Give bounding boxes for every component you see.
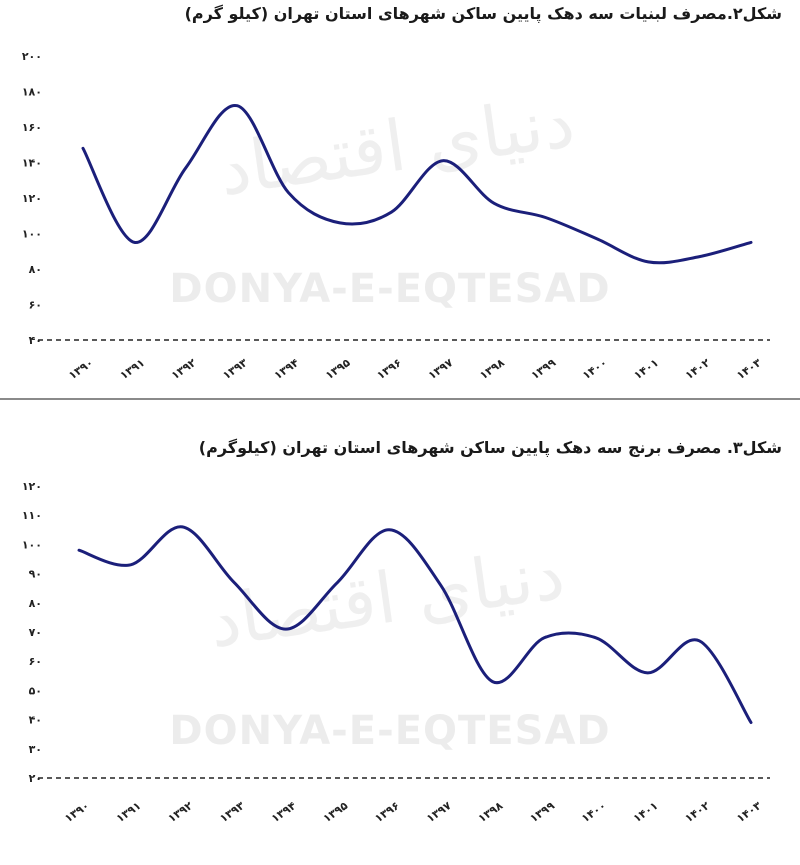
y-tick-label: ۱۱۰ xyxy=(22,509,42,522)
x-tick-label: ۱۴۰۲ xyxy=(683,799,713,825)
x-tick-label: ۱۴۰۱ xyxy=(631,356,660,382)
y-tick-label: ۱۶۰ xyxy=(22,121,42,134)
y-tick-label: ۱۲۰ xyxy=(22,480,42,493)
rice-chart: دنیای اقتصاد DONYA-E-EQTESAD ۲۰ ۳۰ ۴۰ ۵۰ ۶۰ ۷۰ ۸… xyxy=(22,480,770,825)
section-divider xyxy=(0,398,800,400)
x-tick-label: ۱۳۹۱ xyxy=(114,799,143,825)
x-tick-label: ۱۳۹۰ xyxy=(62,799,91,825)
rice-chart-panel: شکل۳. مصرف برنج سه دهک پایین ساکن شهرهای… xyxy=(0,400,800,865)
y-tick-label: ۶۰ xyxy=(29,299,42,312)
series-line xyxy=(81,104,753,265)
y-tick-label: ۸۰ xyxy=(29,263,42,276)
y-tick-label: ۵۰ xyxy=(29,684,42,697)
chart-title: شکل۲.مصرف لبنیات سه دهک پایین ساکن شهرها… xyxy=(184,4,782,23)
x-tick-label: ۱۳۹۵ xyxy=(323,356,353,382)
milk-chart-panel: شکل۲.مصرف لبنیات سه دهک پایین ساکن شهرها… xyxy=(0,0,800,398)
y-tick-label: ۱۰۰ xyxy=(22,538,42,551)
x-tick-label: ۱۳۹۸ xyxy=(476,799,506,825)
series-line xyxy=(77,525,753,724)
x-tick-label: ۱۳۹۶ xyxy=(372,799,401,825)
x-tick-label: ۱۳۹۰ xyxy=(66,356,95,382)
x-tick-label: ۱۳۹۵ xyxy=(321,799,351,825)
y-tick-label: ۱۲۰ xyxy=(22,192,42,205)
x-tick-label: ۱۳۹۱ xyxy=(118,356,147,382)
x-tick-label: ۱۴۰۲ xyxy=(683,356,713,382)
y-tick-label: ۹۰ xyxy=(29,568,42,581)
chart-title: شکل۳. مصرف برنج سه دهک پایین ساکن شهرهای… xyxy=(198,438,782,457)
watermark: دنیای اقتصاد DONYA-E-EQTESAD xyxy=(169,81,610,312)
y-tick-label: ۲۰۰ xyxy=(22,50,42,63)
y-tick-label: ۱۰۰ xyxy=(22,228,42,241)
x-tick-label: ۱۳۹۷ xyxy=(426,356,456,382)
x-tick-label: ۱۳۹۲ xyxy=(169,356,199,382)
x-tick-label: ۱۳۹۴ xyxy=(269,799,299,825)
watermark: دنیای اقتصاد DONYA-E-EQTESAD xyxy=(169,533,610,754)
y-tick-label: ۴۰ xyxy=(29,714,42,727)
x-tick-label: ۱۳۹۷ xyxy=(424,799,454,825)
y-tick-label: ۱۸۰ xyxy=(22,86,42,99)
watermark-logo: دنیای اقتصاد xyxy=(204,533,569,664)
y-tick-label: ۳۰ xyxy=(29,743,42,756)
x-tick-label: ۱۳۹۹ xyxy=(529,356,559,382)
y-tick-label: ۱۴۰ xyxy=(22,157,42,170)
x-tick-label: ۱۴۰۰ xyxy=(579,799,608,825)
x-tick-label: ۱۳۹۴ xyxy=(272,356,302,382)
x-tick-label: ۱۴۰۱ xyxy=(631,799,660,825)
x-tick-label: ۱۳۹۸ xyxy=(477,356,507,382)
x-tick-label: ۱۳۹۳ xyxy=(220,356,250,382)
y-tick-label: ۲۰ xyxy=(29,772,42,785)
x-tick-label: ۱۴۰۳ xyxy=(734,356,764,382)
x-tick-label: ۱۳۹۹ xyxy=(527,799,557,825)
x-tick-label: ۱۳۹۳ xyxy=(217,799,247,825)
y-tick-label: ۸۰ xyxy=(29,597,42,610)
y-tick-label: ۶۰ xyxy=(29,655,42,668)
watermark-logo: دنیای اقتصاد xyxy=(214,81,579,212)
milk-chart: دنیای اقتصاد DONYA-E-EQTESAD ۴۰ ۶۰ ۸۰ ۱۰۰ ۱۲۰ ۱… xyxy=(22,50,770,382)
y-tick-label: ۷۰ xyxy=(29,626,42,639)
x-tick-label: ۱۳۹۶ xyxy=(375,356,404,382)
watermark-text: DONYA-E-EQTESAD xyxy=(169,708,610,754)
x-tick-label: ۱۴۰۰ xyxy=(580,356,609,382)
y-tick-label: ۴۰ xyxy=(29,334,42,347)
x-tick-label: ۱۳۹۲ xyxy=(166,799,196,825)
watermark-text: DONYA-E-EQTESAD xyxy=(169,266,610,312)
x-tick-label: ۱۴۰۳ xyxy=(734,799,764,825)
